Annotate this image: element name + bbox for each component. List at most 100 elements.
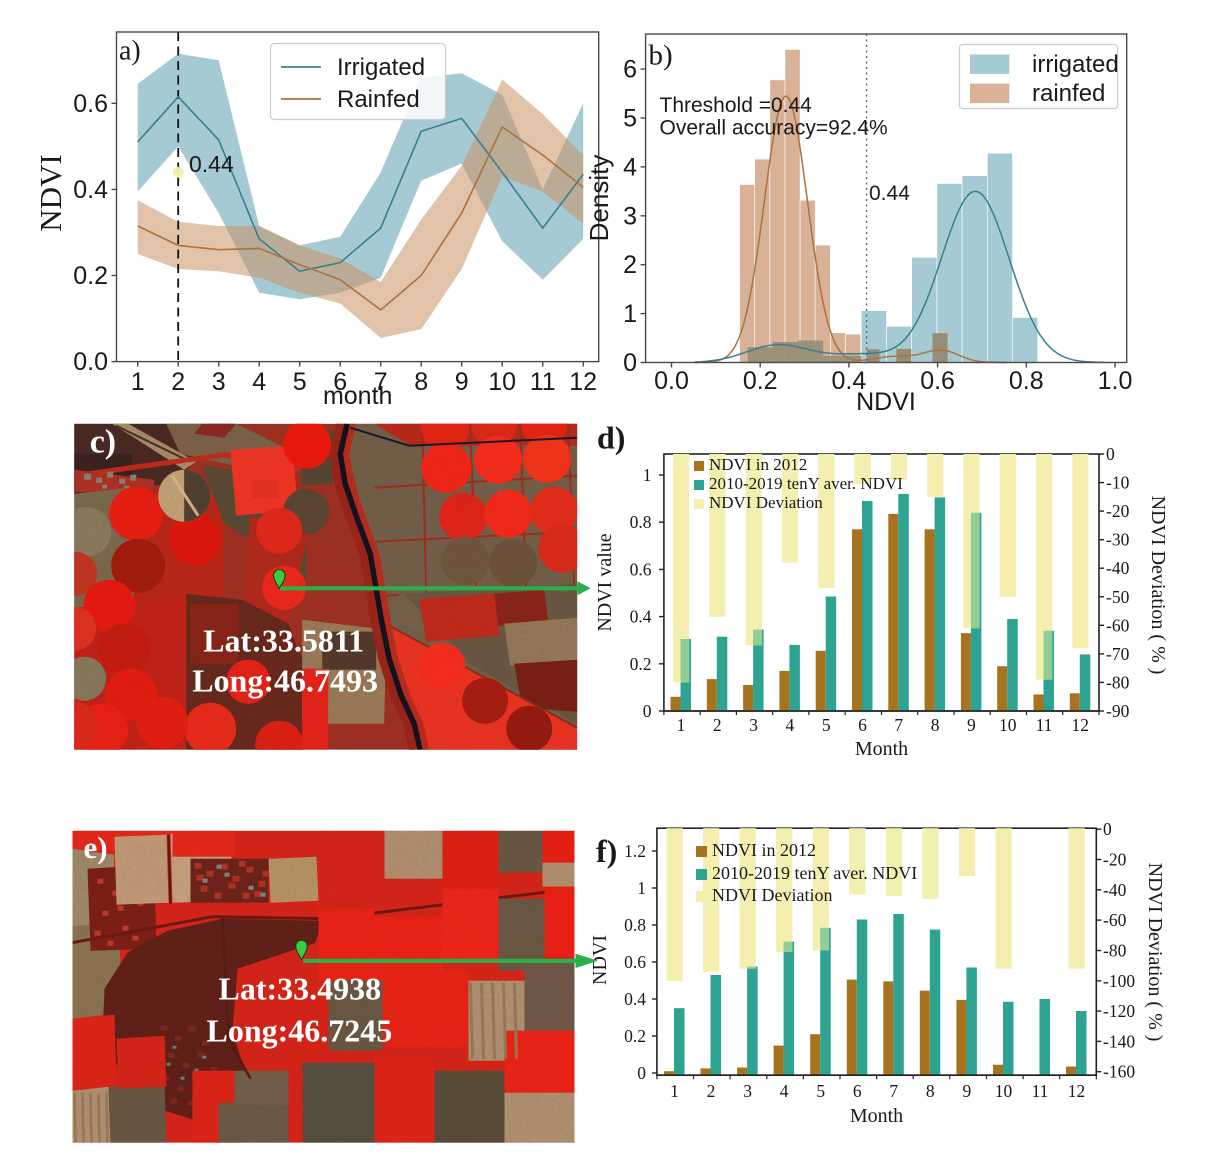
- svg-text:0.6: 0.6: [630, 559, 652, 579]
- svg-text:4: 4: [780, 1081, 789, 1101]
- svg-text:NDVI Deviation: NDVI Deviation: [712, 885, 832, 905]
- svg-text:d): d): [597, 420, 625, 456]
- svg-text:6: 6: [333, 368, 347, 396]
- svg-text:9: 9: [455, 368, 469, 396]
- svg-text:10: 10: [999, 715, 1017, 735]
- svg-text:8: 8: [414, 368, 428, 396]
- svg-text:2: 2: [707, 1081, 716, 1101]
- svg-text:irrigated: irrigated: [1032, 51, 1119, 78]
- svg-text:5: 5: [293, 368, 307, 396]
- svg-text:0.2: 0.2: [630, 654, 652, 674]
- svg-text:-10: -10: [1106, 473, 1130, 493]
- svg-text:12: 12: [569, 368, 597, 396]
- svg-text:1: 1: [131, 368, 145, 396]
- svg-text:Threshold =0.44: Threshold =0.44: [660, 94, 813, 117]
- svg-text:1: 1: [677, 715, 686, 735]
- svg-text:-60: -60: [1106, 615, 1130, 635]
- svg-text:1: 1: [643, 465, 652, 485]
- svg-text:5: 5: [816, 1081, 825, 1101]
- svg-text:2010-2019 tenY aver. NDVI: 2010-2019 tenY aver. NDVI: [712, 863, 917, 883]
- svg-text:b): b): [649, 40, 673, 72]
- svg-text:-160: -160: [1103, 1062, 1135, 1082]
- svg-text:3: 3: [623, 202, 637, 230]
- svg-text:0.8: 0.8: [630, 512, 652, 532]
- svg-text:Month: Month: [850, 1105, 903, 1127]
- svg-text:0: 0: [623, 349, 637, 377]
- svg-text:-120: -120: [1103, 1001, 1135, 1021]
- svg-text:11: 11: [1032, 1081, 1049, 1101]
- svg-text:0: 0: [1106, 444, 1115, 464]
- svg-text:Long:46.7493: Long:46.7493: [192, 663, 378, 699]
- svg-text:0.8: 0.8: [1009, 367, 1044, 395]
- svg-text:0.4: 0.4: [630, 607, 652, 627]
- svg-text:Month: Month: [855, 738, 908, 760]
- svg-text:-20: -20: [1106, 501, 1130, 521]
- svg-text:4: 4: [252, 368, 266, 396]
- svg-text:2: 2: [713, 715, 722, 735]
- svg-text:0.6: 0.6: [624, 952, 646, 972]
- svg-text:0: 0: [637, 1063, 646, 1083]
- svg-text:NDVI value: NDVI value: [594, 533, 616, 631]
- svg-text:12: 12: [1068, 1081, 1086, 1101]
- svg-text:0.6: 0.6: [920, 367, 955, 395]
- svg-text:6: 6: [623, 56, 637, 84]
- svg-text:6: 6: [858, 715, 867, 735]
- svg-text:5: 5: [822, 715, 831, 735]
- svg-text:0.0: 0.0: [654, 367, 689, 395]
- svg-text:-140: -140: [1103, 1031, 1135, 1051]
- svg-text:NDVI Deviation ( % ): NDVI Deviation ( % ): [1147, 496, 1169, 675]
- svg-text:0.8: 0.8: [624, 915, 646, 935]
- svg-text:rainfed: rainfed: [1032, 80, 1105, 107]
- svg-text:NDVI in 2012: NDVI in 2012: [712, 840, 816, 860]
- svg-text:2010-2019 tenY aver. NDVI: 2010-2019 tenY aver. NDVI: [709, 474, 903, 493]
- svg-text:NDVI Deviation: NDVI Deviation: [709, 493, 823, 512]
- svg-text:a): a): [119, 36, 141, 67]
- svg-text:5: 5: [623, 105, 637, 133]
- svg-text:0.44: 0.44: [189, 151, 234, 177]
- svg-text:-20: -20: [1103, 850, 1127, 870]
- svg-text:-90: -90: [1106, 701, 1130, 721]
- svg-text:0.4: 0.4: [832, 367, 867, 395]
- svg-text:7: 7: [894, 715, 903, 735]
- svg-text:0.4: 0.4: [624, 989, 646, 1009]
- svg-text:c): c): [90, 424, 116, 461]
- svg-text:0: 0: [643, 701, 652, 721]
- svg-text:0.0: 0.0: [73, 348, 108, 376]
- svg-text:11: 11: [530, 368, 556, 396]
- svg-text:2: 2: [623, 251, 637, 279]
- svg-text:Irrigated: Irrigated: [337, 54, 425, 81]
- svg-text:1: 1: [623, 300, 637, 328]
- svg-text:1.0: 1.0: [1098, 367, 1133, 395]
- svg-text:month: month: [323, 382, 392, 410]
- svg-text:e): e): [84, 830, 108, 865]
- svg-text:Lat:33.5811: Lat:33.5811: [203, 623, 364, 659]
- svg-text:7: 7: [889, 1081, 898, 1101]
- svg-text:10: 10: [995, 1081, 1013, 1101]
- svg-text:3: 3: [212, 368, 226, 396]
- svg-text:4: 4: [623, 153, 637, 181]
- svg-text:0.2: 0.2: [743, 367, 778, 395]
- svg-text:-40: -40: [1103, 880, 1127, 900]
- svg-text:3: 3: [743, 1081, 752, 1101]
- svg-text:0.6: 0.6: [73, 90, 108, 118]
- svg-text:Lat:33.4938: Lat:33.4938: [219, 971, 382, 1007]
- svg-text:Rainfed: Rainfed: [337, 86, 420, 113]
- svg-text:-80: -80: [1103, 941, 1127, 961]
- svg-text:0.4: 0.4: [73, 176, 108, 204]
- svg-text:1: 1: [637, 878, 646, 898]
- svg-text:9: 9: [963, 1081, 972, 1101]
- svg-text:6: 6: [853, 1081, 862, 1101]
- svg-text:2: 2: [171, 368, 185, 396]
- svg-text:-30: -30: [1106, 530, 1130, 550]
- svg-text:-60: -60: [1103, 910, 1127, 930]
- svg-text:NDVI: NDVI: [856, 388, 916, 416]
- svg-text:7: 7: [374, 368, 388, 396]
- svg-text:Overall accuracy=92.4%: Overall accuracy=92.4%: [660, 117, 888, 140]
- svg-text:-40: -40: [1106, 558, 1130, 578]
- svg-text:f): f): [596, 833, 617, 869]
- svg-text:12: 12: [1072, 715, 1090, 735]
- svg-text:4: 4: [786, 715, 795, 735]
- svg-text:Density: Density: [584, 155, 614, 242]
- svg-text:-70: -70: [1106, 644, 1130, 664]
- svg-text:8: 8: [931, 715, 940, 735]
